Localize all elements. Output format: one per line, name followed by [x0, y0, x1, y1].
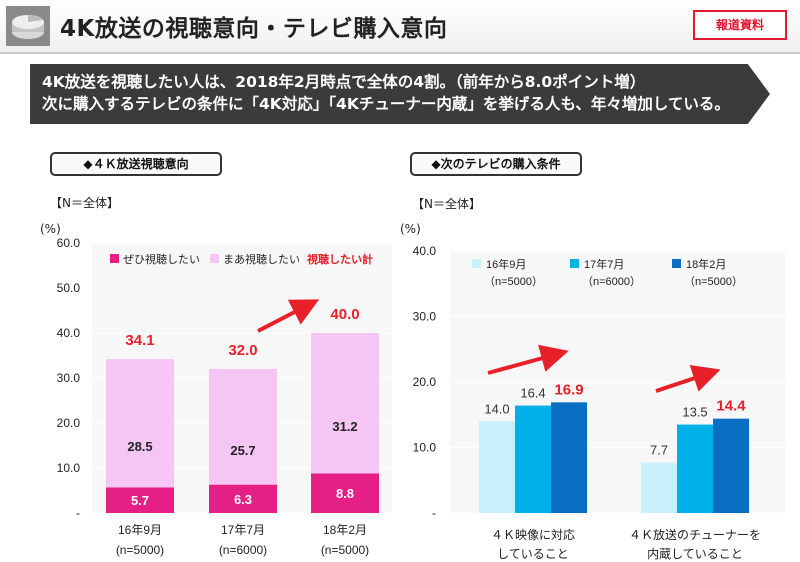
chart1-total-label: 32.0 [228, 342, 257, 359]
chart1-data-label-strong: 6.3 [234, 492, 252, 507]
chart2-legend-label: 17年7月 [584, 257, 624, 271]
chart2-subtitle: 【N＝全体】 [412, 197, 481, 211]
chart1-unit: (%) [40, 222, 61, 236]
chart2-ytick-label: 20.0 [413, 375, 437, 389]
chart1-data-label-mild: 28.5 [127, 439, 152, 454]
summary-line-1: 4K放送を視聴したい人は、2018年2月時点で全体の4割。（前年から8.0ポイン… [42, 73, 646, 91]
chart2-unit: (%) [400, 222, 421, 236]
chart1-xtick-note: (n=6000) [219, 543, 267, 557]
chart2-xtick-label-line2: していること [497, 547, 569, 561]
chart1-legend-label-mild: まあ視聴したい [223, 252, 300, 266]
chart2-bar-series-3 [713, 418, 749, 513]
chart1-xtick-note: (n=5000) [321, 543, 369, 557]
chart2-data-label: 7.7 [650, 443, 668, 458]
chart1-xtick-note: (n=5000) [116, 543, 164, 557]
chart2-xtick-label-line2: 内蔵していること [647, 547, 743, 561]
chart1-bar-strong [106, 487, 174, 513]
chart1-xtick-label: 18年2月 [323, 523, 367, 537]
press-release-badge: 報道資料 [693, 10, 787, 40]
chart2-legend-swatch [672, 259, 681, 268]
chart2-legend-note: （n=6000） [582, 275, 641, 288]
chart2-bar-series-2 [677, 424, 713, 513]
chart1-bar-mild [209, 369, 277, 485]
chart2-bar-series-3 [551, 402, 587, 513]
chart1-data-label-mild: 25.7 [230, 443, 255, 458]
header-bar: 4K放送の視聴意向・テレビ購入意向 報道資料 [0, 0, 800, 54]
chart1-legend-total-label: 視聴したい計 [306, 252, 373, 266]
chart1-data-label-strong: 8.8 [336, 486, 354, 501]
chart1-ytick-label: 60.0 [57, 236, 81, 250]
chart2-data-label: 16.4 [520, 386, 545, 401]
chart2-bar-series-2 [515, 405, 551, 513]
chart1-bar-strong [209, 484, 277, 513]
chart1-xtick-label: 16年9月 [118, 523, 162, 537]
summary-line-2: 次に購入するテレビの条件に「4K対応」「4Kチューナー内蔵」を挙げる人も、年々増… [42, 95, 730, 113]
page-title: 4K放送の視聴意向・テレビ購入意向 [60, 16, 448, 42]
chart1-ytick-label: 10.0 [57, 461, 81, 475]
chart1-ytick-label: - [76, 506, 80, 520]
chart1-legend-swatch-strong [110, 254, 119, 263]
chart2-data-label: 14.0 [484, 401, 509, 416]
chart2-data-label: 14.4 [716, 398, 746, 415]
chart2-title: ◆次のテレビの購入条件 [410, 152, 582, 176]
chart2-bar-series-1 [479, 421, 515, 513]
chart1-bar-strong [311, 473, 379, 513]
chart1-ytick-label: 20.0 [57, 416, 81, 430]
chart1-legend-label-strong: ぜひ視聴したい [123, 252, 200, 266]
chart1-trend-arrow [257, 299, 320, 333]
chart2-ytick-label: 10.0 [413, 441, 437, 455]
chart1-xtick-label: 17年7月 [221, 523, 265, 537]
chart1-title: ◆４Ｋ放送視聴意向 [50, 152, 222, 176]
chart1-subtitle: 【N＝全体】 [50, 196, 119, 210]
chart2-legend-swatch [472, 259, 481, 268]
chart-logo-icon [6, 6, 50, 46]
chart2-ytick-label: 30.0 [413, 310, 437, 324]
chart1-legend-swatch-mild [210, 254, 219, 263]
chart2-bar-series-1 [641, 462, 677, 513]
chart2-data-label: 13.5 [682, 405, 707, 420]
summary-banner: 4K放送を視聴したい人は、2018年2月時点で全体の4割。（前年から8.0ポイン… [30, 64, 770, 124]
chart2-xtick-label: ４Ｋ放送のチューナーを [629, 527, 761, 542]
chart1-data-label-strong: 5.7 [131, 493, 149, 508]
chart2-legend-note: （n=5000） [684, 275, 743, 288]
chart1-bar-mild [106, 359, 174, 488]
chart1-total-label: 40.0 [330, 306, 359, 323]
chart1-total-label: 34.1 [125, 332, 154, 349]
chart2-legend-note: （n=5000） [484, 275, 543, 288]
chart1-ytick-label: 40.0 [57, 326, 81, 340]
chart2-legend-swatch [570, 259, 579, 268]
chart1-ytick-label: 50.0 [57, 281, 81, 295]
chart2-ytick-label: - [432, 506, 436, 520]
chart1-bar-mild [311, 333, 379, 474]
chart2-trend-arrow-2 [655, 365, 721, 393]
chart1-data-label-mild: 31.2 [332, 419, 357, 434]
chart2-legend-label: 18年2月 [686, 257, 726, 271]
chart1-ytick-label: 30.0 [57, 371, 81, 385]
chart2-legend-label: 16年9月 [486, 257, 526, 271]
chart2-ytick-label: 40.0 [413, 244, 437, 258]
chart2-trend-arrow-1 [487, 344, 569, 375]
chart2-data-label: 16.9 [554, 381, 583, 398]
chart2-xtick-label: ４Ｋ映像に対応 [491, 528, 575, 542]
